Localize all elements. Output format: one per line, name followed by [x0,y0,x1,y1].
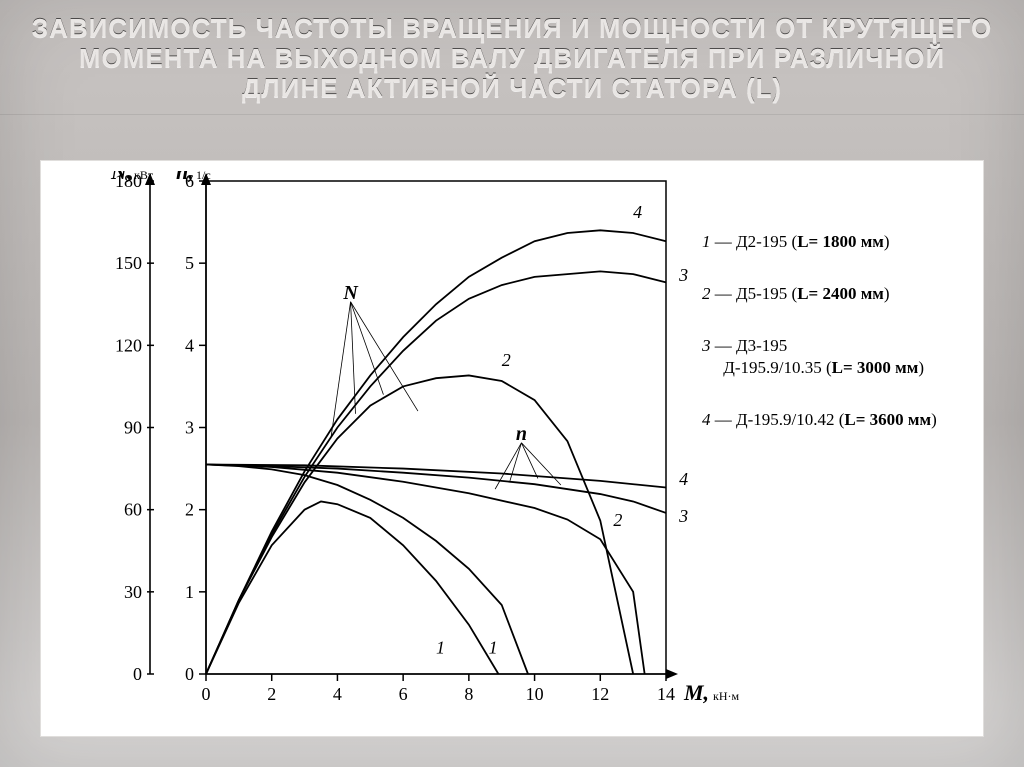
svg-text:14: 14 [657,684,675,704]
svg-text:8: 8 [464,684,473,704]
svg-text:3: 3 [678,265,688,285]
svg-text:120: 120 [115,335,142,355]
svg-text:1/с: 1/с [196,171,211,182]
svg-text:60: 60 [124,500,142,520]
svg-text:0: 0 [133,664,142,684]
svg-text:12: 12 [591,684,609,704]
legend: 1 — Д2-195 (L= 1800 мм) 2 — Д5-195 (L= 24… [702,231,947,461]
svg-text:2: 2 [613,510,622,530]
svg-text:2: 2 [502,350,511,370]
svg-text:6: 6 [399,684,408,704]
legend-item: 3 — Д3-195 Д-195.9/10.35 (L= 3000 мм) [702,335,947,379]
svg-text:2: 2 [185,500,194,520]
svg-text:3: 3 [185,418,194,438]
slide-title: ЗАВИСИМОСТЬ ЧАСТОТЫ ВРАЩЕНИЯ И МОЩНОСТИ … [0,0,1024,115]
svg-text:10: 10 [526,684,544,704]
svg-text:2: 2 [267,684,276,704]
series-n3 [206,464,666,512]
series-N1 [206,501,498,674]
legend-item: 1 — Д2-195 (L= 1800 мм) [702,231,947,253]
svg-text:4: 4 [185,335,194,355]
svg-text:кВт: кВт [134,171,154,182]
series-N4 [206,230,666,674]
legend-item: 4 — Д-195.9/10.42 (L= 3600 мм) [702,409,947,431]
svg-text:0: 0 [202,684,211,704]
svg-text:M,: M, [683,680,709,705]
series-N2 [206,375,633,674]
svg-text:n: n [516,423,527,445]
svg-text:N,: N, [110,171,132,184]
svg-text:4: 4 [633,202,642,222]
svg-text:1: 1 [489,637,498,657]
svg-text:N: N [342,282,359,304]
svg-text:150: 150 [115,253,142,273]
svg-text:1: 1 [185,582,194,602]
svg-text:n,: n, [176,171,194,184]
svg-text:5: 5 [185,253,194,273]
svg-text:90: 90 [124,418,142,438]
series-N3 [206,271,666,674]
svg-text:0: 0 [185,664,194,684]
svg-text:кН·м: кН·м [713,689,739,703]
svg-text:3: 3 [678,506,688,526]
svg-text:4: 4 [679,469,688,489]
svg-text:1: 1 [436,637,445,657]
svg-text:4: 4 [333,684,342,704]
legend-item: 2 — Д5-195 (L= 2400 мм) [702,283,947,305]
svg-text:30: 30 [124,582,142,602]
chart-panel: 0246810121403060901201501800123456N,кВтn… [40,160,984,737]
